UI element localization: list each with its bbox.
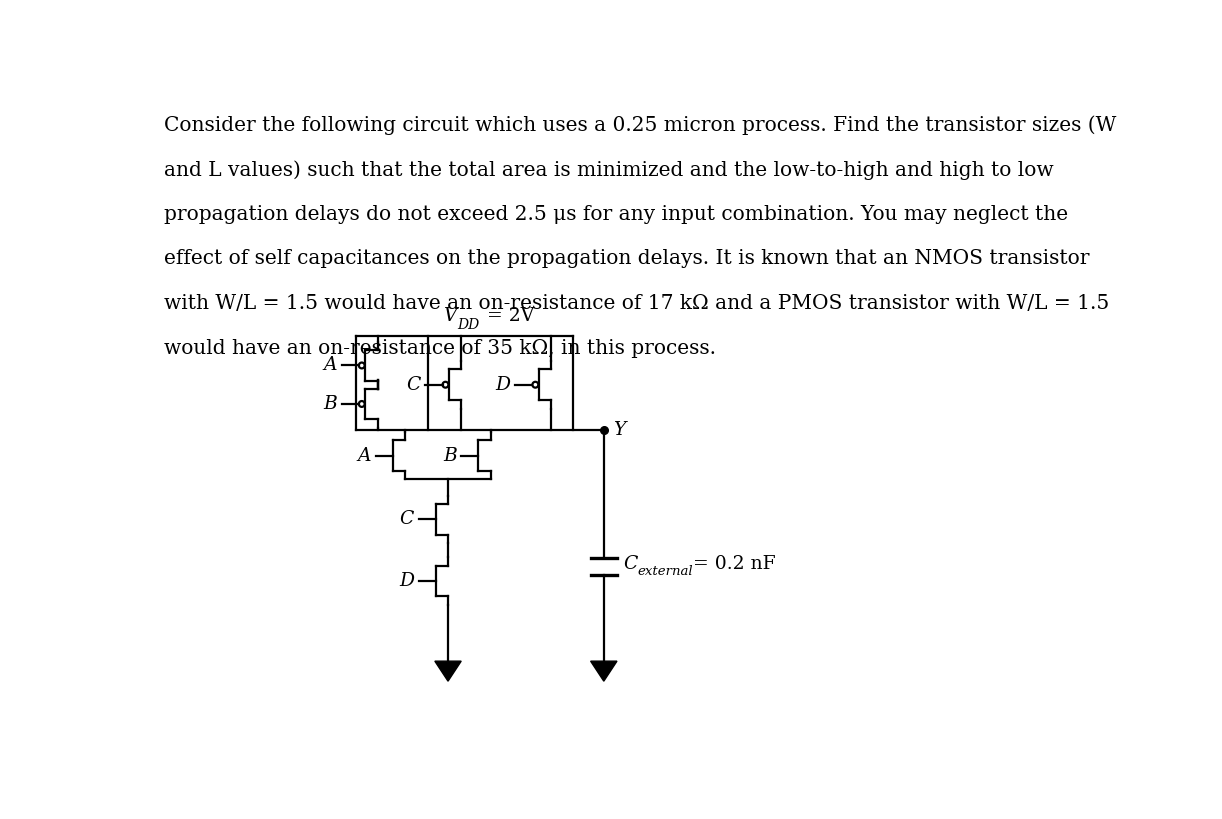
Text: and L values) such that the total area is minimized and the low-to-high and high: and L values) such that the total area i…	[165, 160, 1055, 179]
Polygon shape	[435, 661, 461, 681]
Text: C: C	[400, 510, 414, 528]
Text: B: B	[324, 395, 337, 413]
Text: C: C	[623, 555, 638, 573]
Text: Y: Y	[613, 421, 626, 439]
Text: C: C	[407, 376, 420, 394]
Text: A: A	[358, 446, 371, 464]
Text: effect of self capacitances on the propagation delays. It is known that an NMOS : effect of self capacitances on the propa…	[165, 249, 1090, 269]
Text: D: D	[398, 572, 414, 590]
Text: B: B	[442, 446, 457, 464]
Text: A: A	[324, 356, 337, 374]
Polygon shape	[590, 661, 617, 681]
Text: would have an on-resistance of 35 kΩ, in this process.: would have an on-resistance of 35 kΩ, in…	[165, 338, 716, 358]
Text: propagation delays do not exceed 2.5 μs for any input combination. You may negle: propagation delays do not exceed 2.5 μs …	[165, 205, 1068, 224]
Text: D: D	[496, 376, 511, 394]
Text: external: external	[638, 564, 694, 577]
Text: = 2V: = 2V	[480, 306, 534, 324]
Text: DD: DD	[457, 318, 479, 332]
Text: with W/L = 1.5 would have an on-resistance of 17 kΩ and a PMOS transistor with W: with W/L = 1.5 would have an on-resistan…	[165, 294, 1110, 313]
Text: Consider the following circuit which uses a 0.25 micron process. Find the transi: Consider the following circuit which use…	[165, 115, 1117, 135]
Text: = 0.2 nF: = 0.2 nF	[687, 555, 775, 573]
Text: V: V	[444, 306, 457, 324]
